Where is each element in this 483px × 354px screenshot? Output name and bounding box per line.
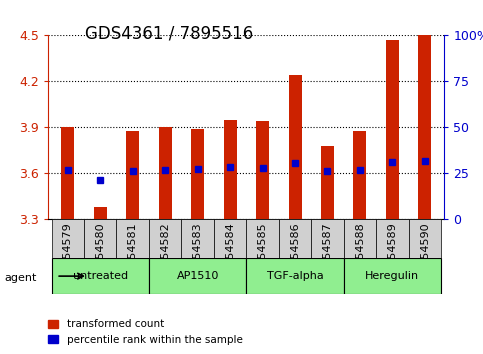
Text: GSM554581: GSM554581 [128,223,138,290]
Text: GSM554586: GSM554586 [290,223,300,290]
Bar [94,207,107,219]
Bar [159,127,171,219]
Text: GSM554585: GSM554585 [257,223,268,290]
Text: GSM554587: GSM554587 [323,223,332,290]
FancyBboxPatch shape [344,219,376,258]
FancyBboxPatch shape [246,219,279,258]
FancyBboxPatch shape [246,258,344,294]
Text: Heregulin: Heregulin [365,271,419,281]
FancyBboxPatch shape [149,219,182,258]
FancyBboxPatch shape [214,219,246,258]
Bar [224,120,237,219]
Text: GDS4361 / 7895516: GDS4361 / 7895516 [85,25,253,43]
Text: GSM554588: GSM554588 [355,223,365,290]
Bar [418,35,431,219]
FancyBboxPatch shape [149,258,246,294]
Bar [321,146,334,219]
FancyBboxPatch shape [52,258,149,294]
Legend: transformed count, percentile rank within the sample: transformed count, percentile rank withi… [44,315,247,349]
Bar [256,121,269,219]
FancyBboxPatch shape [409,219,441,258]
Text: GSM554589: GSM554589 [387,223,398,290]
Text: untreated: untreated [72,271,128,281]
Bar [126,131,139,219]
Text: GSM554590: GSM554590 [420,223,430,290]
Text: AP1510: AP1510 [176,271,219,281]
FancyBboxPatch shape [376,219,409,258]
FancyBboxPatch shape [84,219,116,258]
Bar [288,75,301,219]
Text: GSM554583: GSM554583 [193,223,203,290]
Text: GSM554580: GSM554580 [95,223,105,290]
Text: GSM554584: GSM554584 [225,223,235,290]
FancyBboxPatch shape [279,219,311,258]
Text: GSM554579: GSM554579 [63,223,73,290]
FancyBboxPatch shape [311,219,344,258]
FancyBboxPatch shape [52,219,84,258]
Bar [386,40,399,219]
Text: TGF-alpha: TGF-alpha [267,271,324,281]
Bar [354,131,367,219]
FancyBboxPatch shape [116,219,149,258]
Bar [191,129,204,219]
Text: agent: agent [5,273,37,283]
FancyBboxPatch shape [182,219,214,258]
Text: GSM554582: GSM554582 [160,223,170,290]
FancyBboxPatch shape [344,258,441,294]
Bar [61,127,74,219]
